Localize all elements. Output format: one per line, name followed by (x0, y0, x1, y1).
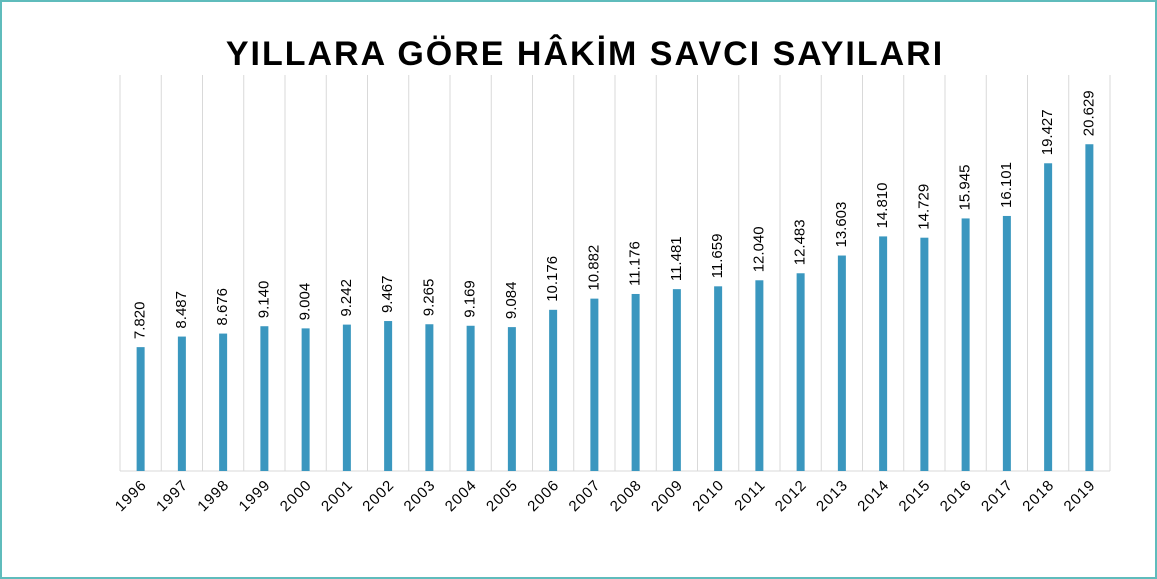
data-label: 20.629 (1080, 90, 1097, 136)
data-label: 9.084 (503, 282, 520, 320)
bar (1002, 215, 1011, 471)
bar (507, 327, 516, 471)
bar (961, 218, 970, 471)
data-label: 9.004 (297, 283, 314, 321)
bar (177, 336, 186, 471)
bar (796, 273, 805, 471)
bar (549, 309, 558, 471)
data-label: 10.176 (544, 256, 561, 302)
bar (301, 328, 310, 471)
data-label: 9.467 (379, 275, 396, 313)
bar (590, 298, 599, 471)
data-label: 11.176 (627, 241, 644, 286)
bar (384, 321, 393, 471)
chart-title: YILLARA GÖRE HÂKİM SAVCI SAYILARI (226, 35, 944, 73)
data-label: 9.140 (255, 281, 272, 319)
bar (342, 324, 351, 471)
data-label: 14.729 (915, 184, 932, 230)
bar (879, 236, 888, 471)
bar (1044, 163, 1053, 472)
data-label: 10.882 (585, 245, 602, 291)
bar (260, 326, 269, 471)
bar (219, 333, 228, 471)
bar (837, 255, 846, 471)
bar (425, 324, 434, 471)
data-label: 16.101 (998, 162, 1015, 208)
bar (466, 325, 475, 471)
bar (1085, 144, 1094, 471)
bar (136, 347, 145, 471)
data-label: 13.603 (833, 202, 850, 248)
data-label: 7.820 (132, 302, 149, 340)
data-label: 8.676 (214, 288, 231, 326)
data-label: 8.487 (173, 291, 190, 329)
data-label: 12.040 (750, 226, 767, 272)
data-label: 9.265 (420, 279, 437, 317)
data-label: 9.169 (462, 280, 479, 318)
bar (920, 237, 929, 471)
data-label: 11.481 (668, 236, 685, 281)
data-label: 9.242 (338, 279, 355, 317)
bar (631, 293, 640, 471)
data-label: 12.483 (792, 219, 809, 265)
data-label: 15.945 (957, 165, 974, 211)
bar (755, 280, 764, 471)
data-label: 19.427 (1039, 109, 1056, 155)
bar (672, 289, 681, 471)
data-label: 11.659 (709, 234, 726, 279)
bar (714, 286, 723, 471)
data-label: 14.810 (874, 183, 891, 229)
